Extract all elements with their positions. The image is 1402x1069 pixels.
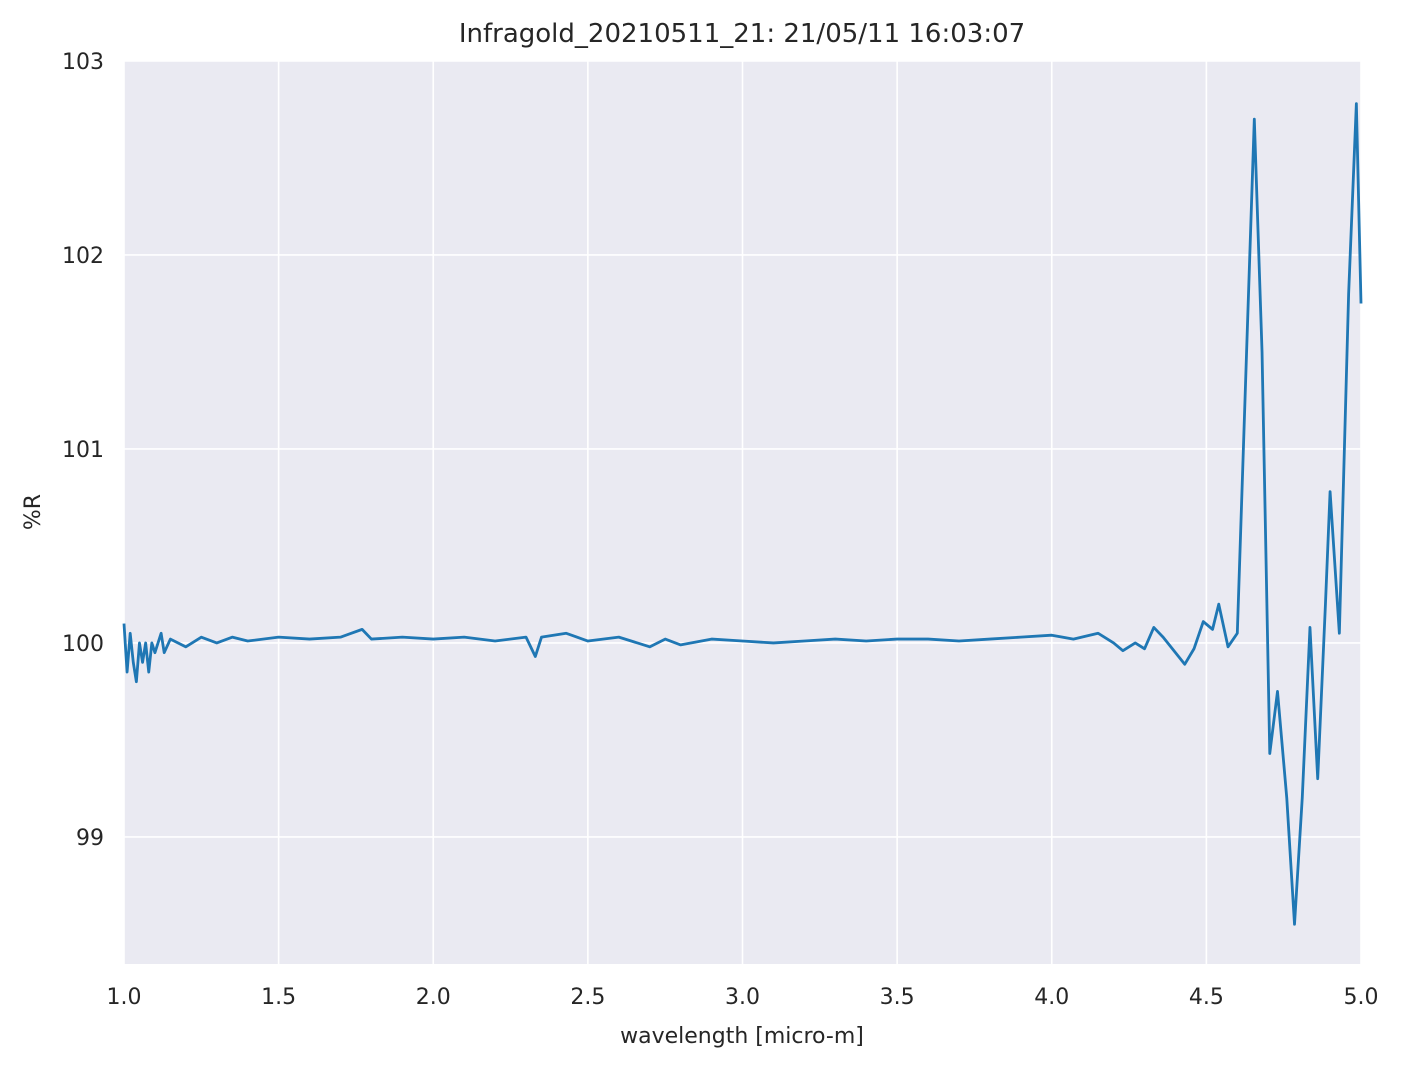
y-tick-label: 101 xyxy=(62,438,104,463)
x-tick-label: 1.5 xyxy=(261,985,296,1010)
x-tick-label: 2.5 xyxy=(570,985,605,1010)
x-tick-label: 4.5 xyxy=(1189,985,1224,1010)
x-tick-label: 3.0 xyxy=(725,985,760,1010)
x-tick-label: 3.5 xyxy=(880,985,915,1010)
x-tick-label: 4.0 xyxy=(1034,985,1069,1010)
x-tick-label: 5.0 xyxy=(1344,985,1379,1010)
y-tick-label: 100 xyxy=(62,632,104,657)
y-axis-label: %R xyxy=(21,494,46,530)
y-tick-label: 102 xyxy=(62,244,104,269)
data-line xyxy=(122,102,1363,926)
x-axis-label: wavelength [micro-m] xyxy=(620,1024,864,1049)
y-tick-label: 99 xyxy=(76,826,104,851)
x-tick-label: 2.0 xyxy=(416,985,451,1010)
y-tick-label: 103 xyxy=(62,50,104,75)
chart-title: Infragold_20210511_21: 21/05/11 16:03:07 xyxy=(459,19,1025,49)
x-tick-label: 1.0 xyxy=(107,985,142,1010)
